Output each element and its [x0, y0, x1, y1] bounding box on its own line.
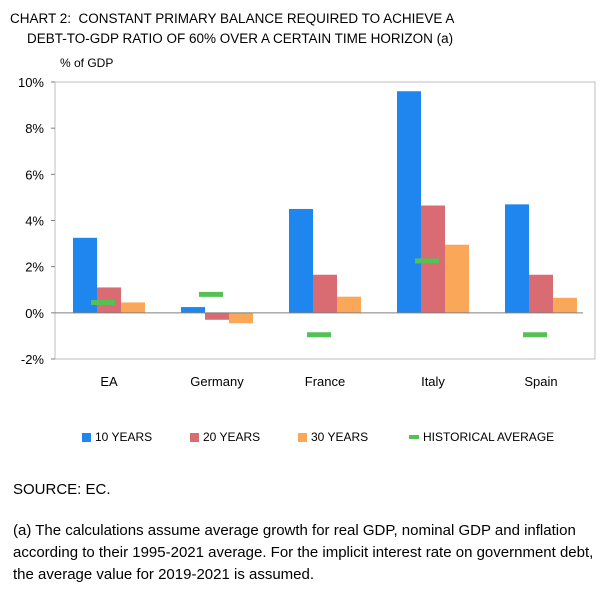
y-tick-label: 10% — [18, 75, 44, 90]
bar — [445, 244, 469, 313]
y-tick-label: 8% — [25, 121, 44, 136]
legend-swatch-10-years — [82, 432, 91, 442]
legend-label-20-years: 20 YEARS — [203, 430, 261, 444]
historical-average-marker — [91, 299, 115, 305]
chart-legend: 10 YEARS 20 YEARS 30 YEARS HISTORICAL AV… — [82, 430, 554, 444]
legend-swatch-historical-average — [409, 435, 419, 439]
x-tick-label: Germany — [190, 374, 244, 389]
chart-title-line-2: DEBT-TO-GDP RATIO OF 60% OVER A CERTAIN … — [27, 31, 454, 46]
bar — [337, 296, 361, 313]
bar — [229, 312, 253, 324]
footnote: (a) The calculations assume average grow… — [13, 522, 594, 583]
historical-average-marker — [415, 258, 439, 264]
legend-label-historical-average: HISTORICAL AVERAGE — [423, 430, 555, 444]
historical-average-marker — [307, 332, 331, 338]
y-tick-label: 4% — [25, 214, 44, 229]
historical-average-marker — [523, 332, 547, 338]
x-tick-label: Italy — [421, 374, 445, 389]
bar — [121, 302, 145, 313]
chart-title: CHART 2: CONSTANT PRIMARY BALANCE REQUIR… — [10, 9, 454, 49]
bar — [397, 91, 421, 313]
bar — [553, 297, 577, 313]
bar — [205, 312, 229, 320]
legend-item-10-years: 10 YEARS — [82, 430, 190, 444]
bar — [181, 307, 205, 313]
legend-item-20-years: 20 YEARS — [190, 430, 298, 444]
bar — [289, 208, 313, 313]
y-tick-label: 6% — [25, 167, 44, 182]
legend-item-historical-average: HISTORICAL AVERAGE — [409, 430, 554, 444]
y-tick-label: -2% — [21, 352, 45, 367]
legend-swatch-20-years — [190, 432, 199, 442]
chart-title-line-1: CHART 2: CONSTANT PRIMARY BALANCE REQUIR… — [10, 11, 455, 26]
x-tick-label: Spain — [524, 374, 557, 389]
bar — [505, 204, 529, 313]
y-tick-label: 2% — [25, 260, 44, 275]
legend-label-30-years: 30 YEARS — [311, 430, 369, 444]
legend-swatch-30-years — [298, 432, 307, 442]
bar — [529, 274, 553, 313]
y-tick-label: 0% — [25, 306, 44, 321]
legend-label-10-years: 10 YEARS — [95, 430, 153, 444]
bar-chart: -2% 0% 2% 4% 6% 8% 10% EA Germany France Italy Spai… — [18, 75, 596, 389]
source-note: SOURCE: EC. — [13, 481, 111, 498]
bar — [313, 274, 337, 313]
legend-item-30-years: 30 YEARS — [298, 430, 409, 444]
y-axis-unit-label: % of GDP — [60, 56, 114, 70]
x-tick-label: France — [305, 374, 345, 389]
historical-average-marker — [199, 291, 223, 297]
x-tick-label: EA — [100, 374, 118, 389]
